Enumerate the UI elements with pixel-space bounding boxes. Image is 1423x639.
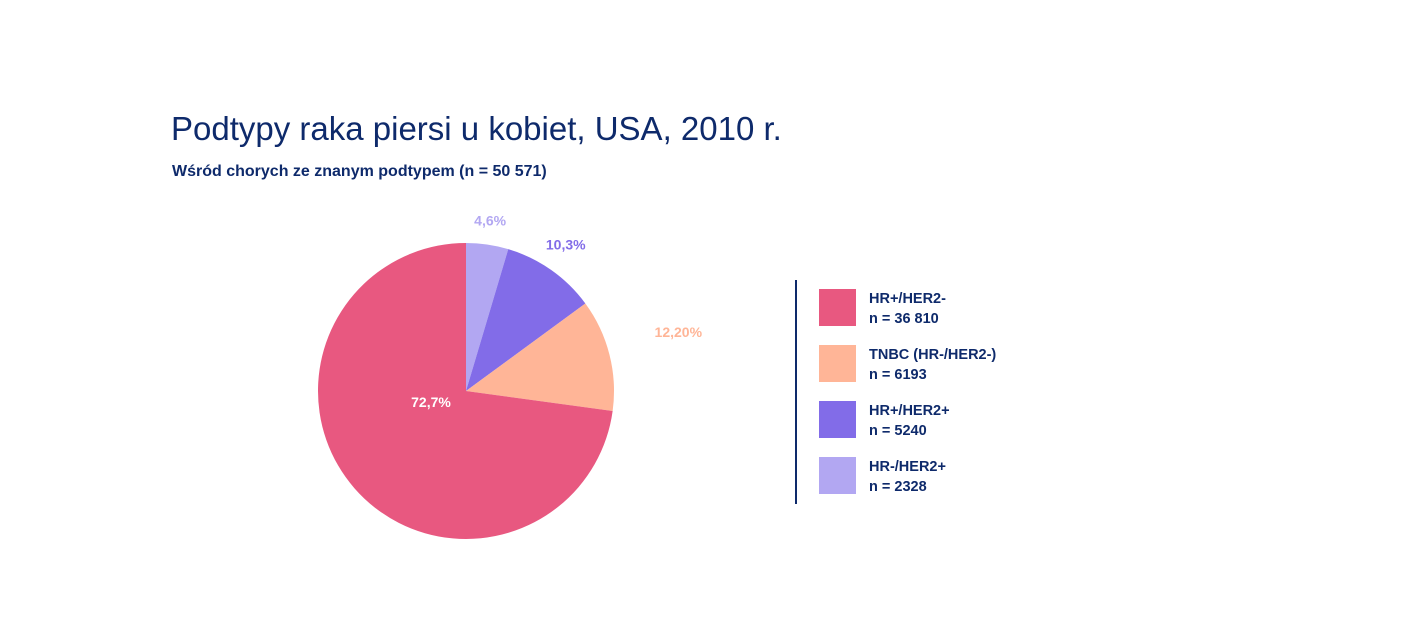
slice-label-hr-neg-her2-pos: 4,6%	[474, 213, 506, 229]
chart-title: Podtypy raka piersi u kobiet, USA, 2010 …	[171, 110, 782, 147]
slice-label-tnbc: 12,20%	[655, 324, 703, 340]
legend-count: n = 6193	[869, 367, 927, 383]
legend-label: HR+/HER2+	[869, 403, 950, 419]
legend-swatch	[819, 345, 856, 382]
legend-label: HR-/HER2+	[869, 459, 946, 475]
legend-count: n = 5240	[869, 423, 927, 439]
legend-label: TNBC (HR-/HER2-)	[869, 347, 997, 363]
legend-label: HR+/HER2-	[869, 291, 946, 307]
slice-label-hr-pos-her2-pos: 10,3%	[546, 236, 586, 252]
legend-swatch	[819, 289, 856, 326]
slice-hr-pos-her2-neg	[318, 243, 613, 539]
slice-hr-neg-her2-pos	[466, 243, 509, 391]
legend-swatch	[819, 457, 856, 494]
legend-swatch	[819, 401, 856, 438]
legend-count: n = 2328	[869, 479, 927, 495]
slice-tnbc	[466, 303, 614, 411]
legend-count: n = 36 810	[869, 311, 939, 327]
chart-subtitle: Wśród chorych ze znanym podtypem (n = 50…	[172, 163, 547, 180]
slice-hr-pos-her2-pos	[466, 249, 586, 391]
legend-divider	[795, 280, 797, 504]
slice-label-hr-pos-her2-neg: 72,7%	[411, 394, 451, 410]
